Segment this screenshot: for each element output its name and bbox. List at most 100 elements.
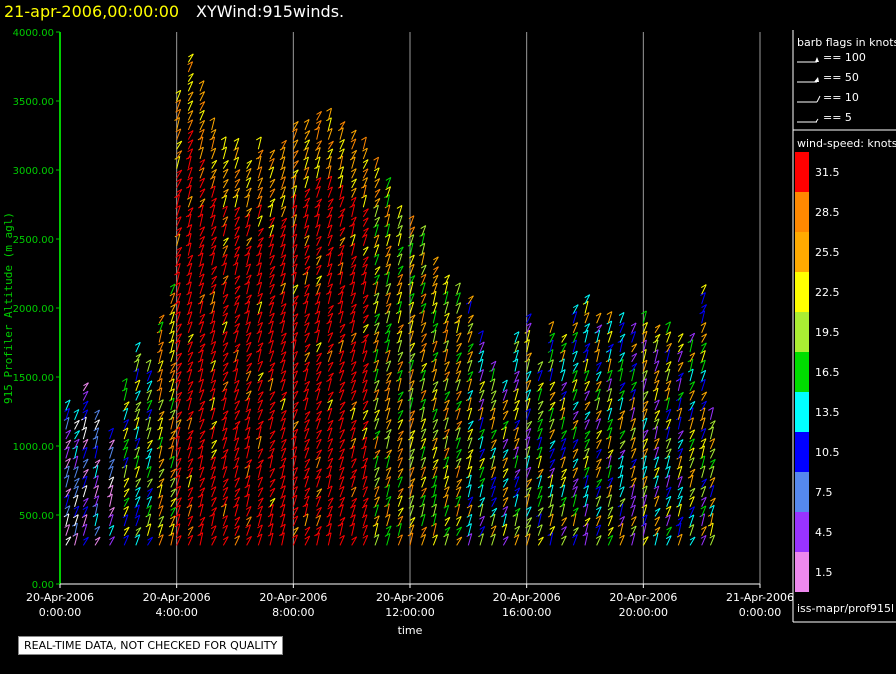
wind-barb <box>327 378 332 391</box>
wind-barb-flag <box>385 379 392 384</box>
wind-barb <box>211 129 217 140</box>
wind-barb-flag <box>408 495 415 499</box>
wind-barb <box>269 478 276 488</box>
wind-barb <box>409 330 414 343</box>
wind-barb <box>269 234 275 247</box>
wind-barb <box>432 359 437 372</box>
wind-barb <box>327 523 332 536</box>
wind-barb <box>187 341 193 353</box>
wind-barb <box>304 167 310 179</box>
wind-barb-flag <box>433 256 439 261</box>
wind-barb <box>549 368 554 382</box>
wind-barb <box>339 185 344 198</box>
wind-barb-flag <box>362 294 369 299</box>
wind-barb <box>187 61 194 73</box>
wind-barb-flag <box>82 438 89 443</box>
wind-barb <box>199 244 205 256</box>
wind-barb-flag <box>431 368 437 373</box>
wind-barb <box>170 430 177 440</box>
wind-barb <box>374 368 379 382</box>
wind-barb <box>677 333 684 343</box>
wind-barb <box>537 495 543 507</box>
wind-barb <box>677 362 684 372</box>
wind-barb <box>199 167 205 179</box>
wind-barb <box>304 322 310 334</box>
wind-barb <box>631 322 637 334</box>
wind-barb-flag <box>432 534 438 539</box>
wind-barb-flag <box>245 167 252 172</box>
wind-barb-flag <box>537 361 544 366</box>
wind-barb-flag <box>408 263 415 268</box>
wind-barb <box>654 495 660 507</box>
wind-barb-flag <box>665 465 671 470</box>
wind-barb <box>631 331 637 343</box>
wind-barb-flag <box>233 379 240 384</box>
wind-barb <box>701 333 708 343</box>
wind-barb <box>666 397 671 411</box>
wind-barb-flag <box>326 427 333 432</box>
wind-barb-flag <box>199 438 205 443</box>
wind-barb <box>572 478 579 488</box>
wind-barb <box>82 497 89 507</box>
wind-barb-flag <box>198 389 205 394</box>
wind-barb <box>269 224 275 237</box>
wind-barb <box>257 177 264 189</box>
wind-barb-flag <box>233 437 240 442</box>
wind-barb <box>549 448 555 459</box>
wind-barb-flag <box>339 381 346 386</box>
wind-barb-flag <box>385 419 392 423</box>
wind-barb <box>339 456 345 469</box>
wind-barb <box>386 397 391 411</box>
wind-barb <box>421 428 427 440</box>
wind-barb <box>327 224 333 237</box>
wind-barb <box>109 536 115 546</box>
wind-barb-flag <box>316 361 322 366</box>
wind-barb <box>491 507 498 517</box>
wind-barb <box>74 430 81 440</box>
wind-barb-flag <box>338 456 344 461</box>
wind-barb-flag <box>362 524 368 529</box>
wind-barb-flag <box>292 350 298 355</box>
y-tick-label: 500.00 <box>19 511 54 522</box>
wind-barb <box>176 271 180 285</box>
wind-barb-flag <box>339 410 345 414</box>
wind-barb-flag <box>630 417 636 422</box>
wind-barb-flag <box>234 516 241 521</box>
wind-barb <box>362 524 368 536</box>
wind-barb-flag <box>606 398 613 403</box>
wind-barb-flag <box>351 168 357 173</box>
wind-barb-flag <box>689 429 695 434</box>
wind-barb-flag <box>257 448 264 453</box>
wind-barb-flag <box>279 166 286 171</box>
wind-barb-flag <box>108 446 114 451</box>
wind-barb <box>619 486 625 498</box>
wind-barb <box>246 536 252 546</box>
wind-barb-flag <box>316 506 322 511</box>
wind-barb-flag <box>186 321 193 326</box>
wind-barb-flag <box>292 332 298 336</box>
wind-barb-flag <box>304 313 310 318</box>
wind-barb <box>135 514 141 527</box>
wind-barb-flag <box>256 136 262 141</box>
wind-barb <box>246 177 252 189</box>
wind-barb <box>677 495 683 507</box>
wind-barb <box>257 465 262 478</box>
wind-barb <box>304 467 310 478</box>
wind-barb <box>596 478 603 488</box>
wind-barb-flag <box>666 342 672 347</box>
wind-barb <box>572 350 578 362</box>
wind-barb-flag <box>456 526 462 531</box>
wind-barb <box>257 330 263 343</box>
wind-barb <box>211 379 217 391</box>
wind-barb-flag <box>279 475 286 480</box>
wind-barb <box>386 496 392 507</box>
wind-barb <box>701 438 707 449</box>
wind-barb <box>327 505 334 517</box>
wind-barb <box>327 198 334 208</box>
wind-barb-flag <box>199 226 205 231</box>
wind-barb <box>327 350 333 362</box>
wind-barb <box>234 314 241 324</box>
wind-barb <box>234 447 240 459</box>
wind-barb-flag <box>327 283 333 288</box>
wind-barb-flag <box>246 362 252 367</box>
